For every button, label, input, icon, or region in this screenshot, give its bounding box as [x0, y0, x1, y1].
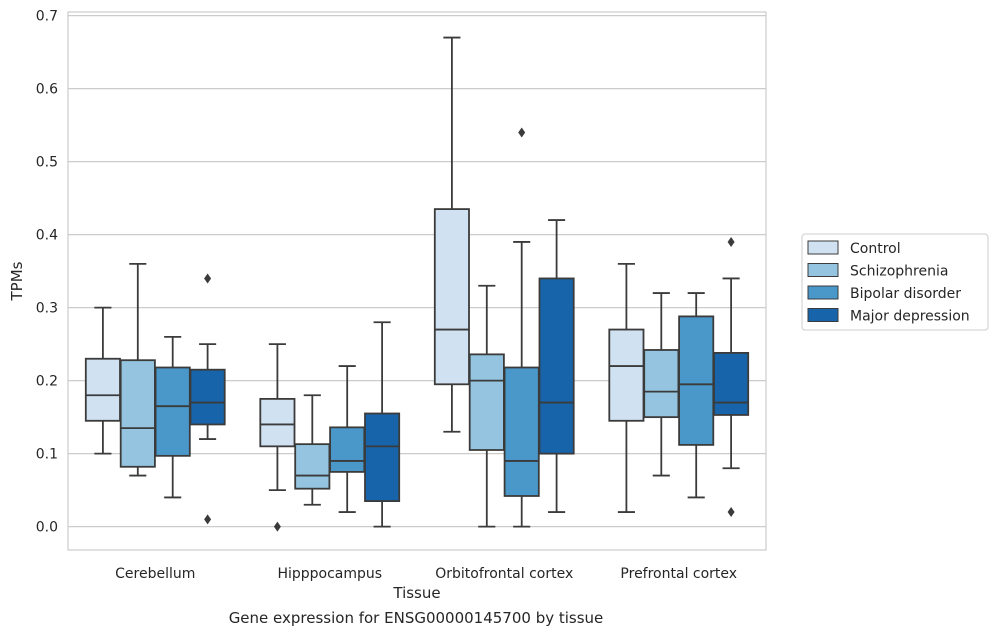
box-major-depression: [364, 321, 401, 528]
box-body: [259, 397, 296, 448]
x-axis-label: Tissue: [392, 584, 440, 602]
y-tick-label: 0.0: [36, 520, 58, 536]
outlier-point: [204, 514, 212, 525]
y-tick-label: 0.4: [36, 228, 58, 244]
box-control: [608, 262, 645, 513]
box-groups: [84, 36, 750, 532]
box-body: [329, 426, 366, 473]
box-body: [713, 352, 750, 416]
box-body: [468, 353, 505, 451]
box-schizophrenia: [294, 394, 331, 506]
box-body: [154, 366, 191, 457]
box-body: [294, 443, 331, 490]
box-schizophrenia: [643, 292, 680, 477]
box-control: [433, 36, 470, 433]
outlier-point: [518, 127, 526, 138]
box-body: [538, 277, 575, 455]
y-tick-label: 0.1: [36, 447, 58, 463]
box-body: [119, 359, 156, 468]
plot-area-frame: [67, 11, 767, 551]
legend-label: Schizophrenia: [850, 264, 948, 280]
y-tick-label: 0.2: [36, 374, 58, 390]
x-tick-label: Cerebellum: [115, 566, 195, 582]
box-body: [364, 412, 401, 502]
box-major-depression: [538, 219, 575, 513]
outlier-point: [727, 507, 735, 518]
outlier-point: [273, 521, 281, 532]
box-major-depression: [189, 273, 226, 525]
x-tick-labels: Cerebellum Hipppocampus Orbitofrontal cort…: [115, 566, 737, 582]
outlier-point: [727, 236, 735, 247]
box-control: [84, 306, 121, 455]
box-schizophrenia: [468, 284, 505, 528]
legend: Control Schizophrenia Bipolar disorder Majo…: [801, 233, 989, 331]
outlier-point: [204, 273, 212, 284]
box-major-depression: [713, 236, 750, 518]
y-tick-label: 0.3: [36, 301, 58, 317]
box-body: [433, 208, 470, 386]
box-body: [189, 368, 226, 426]
box-body: [84, 357, 121, 422]
y-tick-labels: 0.0 0.1 0.2 0.3 0.4 0.5 0.6 0.7: [36, 9, 58, 536]
box-bipolar-disorder: [329, 365, 366, 513]
y-tick-label: 0.7: [36, 9, 58, 25]
box-body: [643, 349, 680, 419]
box-bipolar-disorder: [678, 292, 715, 499]
legend-label: Control: [850, 241, 901, 257]
legend-swatch: [807, 240, 839, 255]
y-tick-label: 0.6: [36, 82, 58, 98]
y-tick-label: 0.5: [36, 155, 58, 171]
legend-swatch: [807, 308, 839, 322]
legend-label: Bipolar disorder: [850, 286, 961, 302]
box-bipolar-disorder: [154, 335, 191, 499]
x-tick-label: Prefrontal cortex: [620, 566, 737, 582]
box-control: [259, 343, 296, 532]
y-axis-label: TPMs: [8, 261, 26, 301]
legend-swatch: [807, 285, 839, 300]
box-body: [608, 328, 645, 422]
x-tick-label: Hipppocampus: [277, 566, 382, 582]
legend-frame: [801, 233, 989, 331]
box-body: [678, 315, 715, 446]
box-bipolar-disorder: [503, 127, 540, 528]
box-body: [503, 366, 540, 497]
box-schizophrenia: [119, 262, 156, 477]
figure-caption: Gene expression for ENSG00000145700 by t…: [228, 609, 604, 627]
x-tick-label: Orbitofrontal cortex: [435, 566, 573, 582]
legend-label: Major depression: [850, 309, 970, 325]
legend-swatch: [807, 263, 839, 277]
